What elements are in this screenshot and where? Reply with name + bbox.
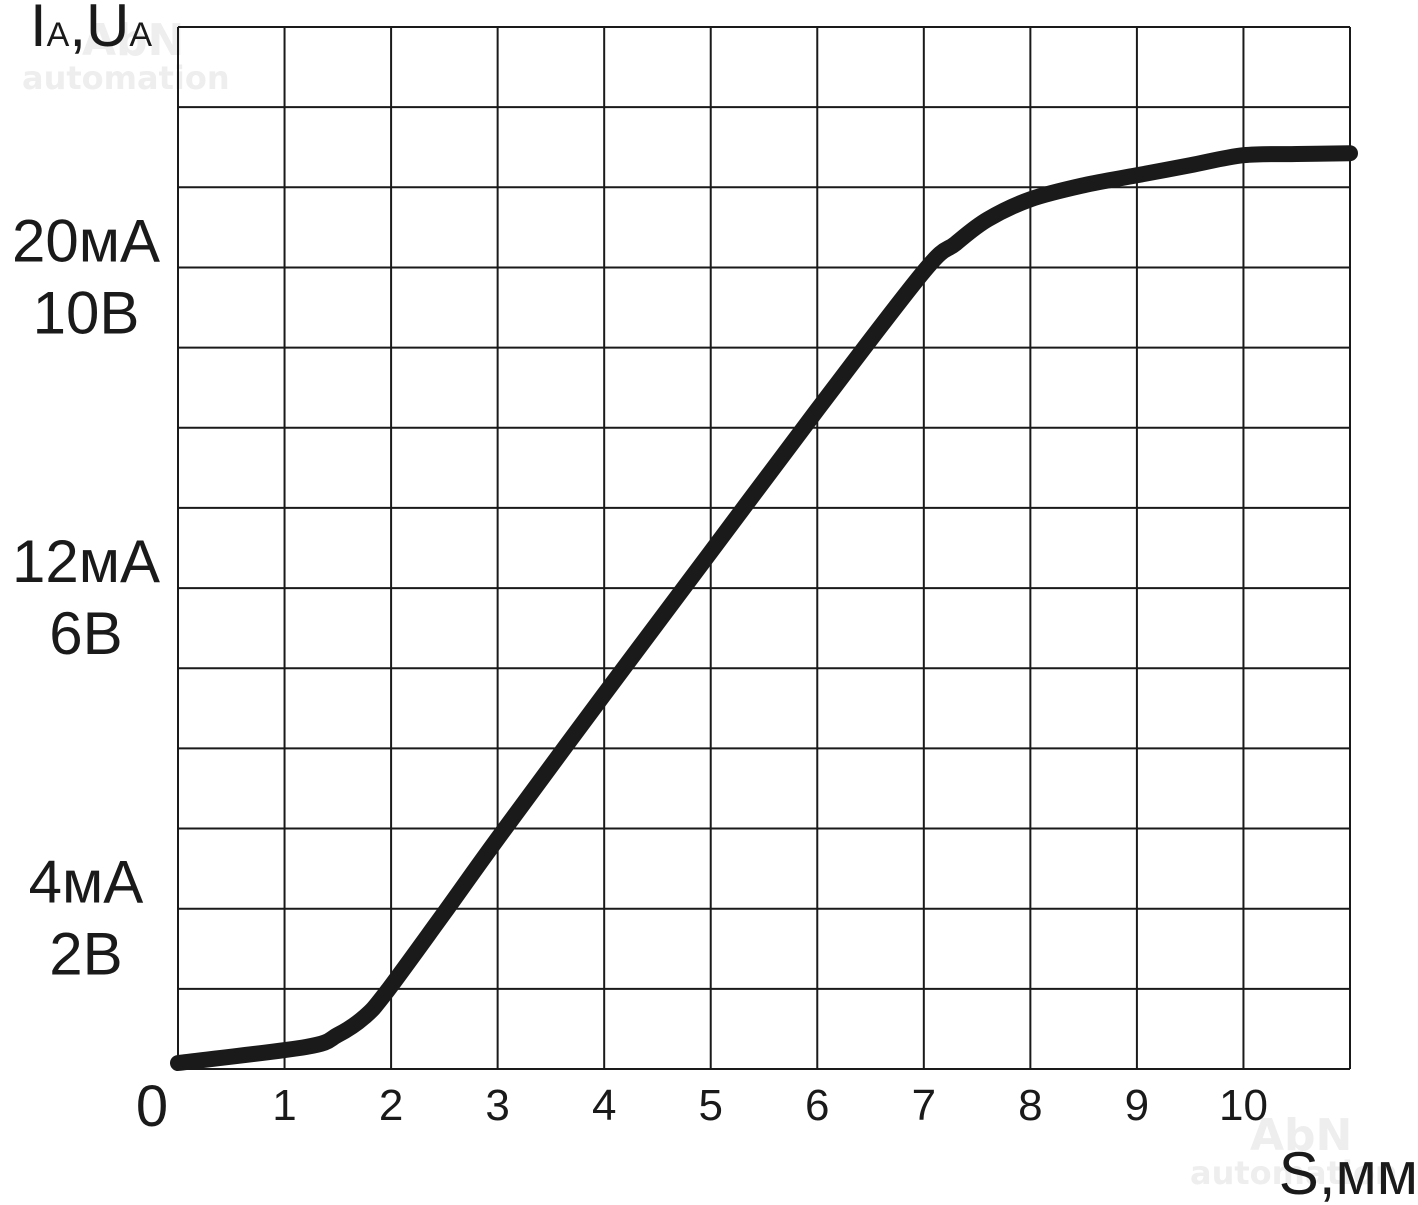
- x-tick-label: 8: [1018, 1081, 1042, 1130]
- watermark-logo-text: automation: [22, 59, 230, 97]
- y-tick-label: 12мА: [12, 528, 160, 595]
- y-axis-title-sub1: A: [47, 16, 70, 54]
- x-tick-label: 6: [805, 1081, 829, 1130]
- x-tick-label: 2: [379, 1081, 403, 1130]
- y-tick-label: 10В: [33, 279, 140, 346]
- y-tick-label: 20мА: [12, 207, 160, 274]
- origin-label: 0: [136, 1074, 168, 1139]
- y-axis-title-sub2: A: [129, 16, 152, 54]
- y-tick-label: 2В: [49, 921, 122, 988]
- watermark-logo-text: automation: [1190, 1154, 1398, 1192]
- y-axis-title-sep: ,: [69, 0, 86, 59]
- x-axis-title: S,мм: [1279, 1140, 1418, 1205]
- x-tick-label: 10: [1219, 1081, 1268, 1130]
- series-line: [170, 145, 1358, 1071]
- series-layer: [170, 145, 1358, 1071]
- x-tick-label: 7: [912, 1081, 936, 1130]
- watermark-logo: AbN: [1250, 1110, 1352, 1161]
- y-tick-label: 6В: [49, 600, 122, 667]
- x-tick-label: 1: [272, 1081, 296, 1130]
- y-tick-label: 4мА: [29, 849, 144, 916]
- x-tick-label: 3: [485, 1081, 509, 1130]
- y-axis-title-main2: U: [86, 0, 129, 59]
- x-tick-label: 4: [592, 1081, 616, 1130]
- chart-grid: [177, 26, 1351, 1070]
- y-axis-title: IA,UA: [30, 0, 152, 59]
- y-axis-title-main1: I: [30, 0, 47, 59]
- labels-layer: IA,UA S,мм 0 1 2 3 4 5 6 7 8 9 104мА2В12мА6В20мА1…: [12, 0, 1418, 1205]
- watermark-logo: AbN: [82, 15, 184, 66]
- x-tick-label: 5: [698, 1081, 722, 1130]
- x-tick-label: 9: [1125, 1081, 1149, 1130]
